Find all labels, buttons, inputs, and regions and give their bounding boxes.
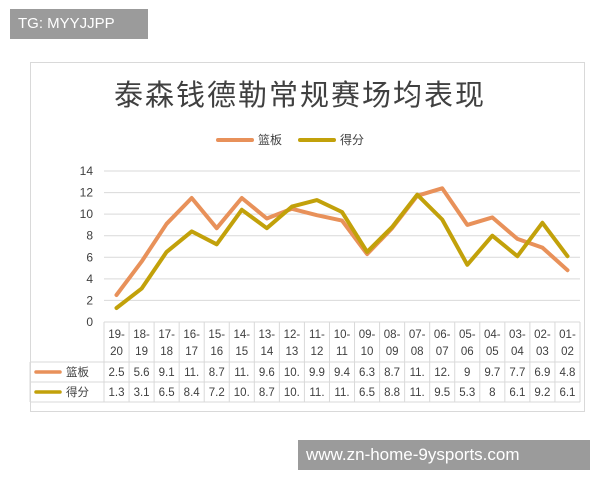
data-label: 1.3 (109, 387, 125, 399)
legend-label: 篮板 (258, 132, 282, 147)
data-label: 6.1 (559, 387, 575, 399)
data-label: 9.5 (434, 387, 450, 399)
data-label: 11. (309, 387, 324, 399)
data-label: 12. (434, 367, 450, 379)
data-label: 9 (464, 367, 470, 379)
x-tick-label: 15 (235, 346, 248, 358)
data-label: 10. (284, 387, 300, 399)
data-label: 11. (410, 367, 425, 379)
data-label: 10. (234, 387, 250, 399)
legend: 篮板 得分 (216, 132, 364, 147)
data-label: 6.5 (159, 387, 175, 399)
y-axis-ticks: 0 2 4 6 8 10 12 14 (80, 164, 94, 329)
x-tick-label: 16- (183, 329, 200, 341)
x-tick-label: 11 (336, 346, 348, 358)
x-tick-label: 19- (108, 329, 125, 341)
x-tick-label: 06- (434, 329, 451, 341)
x-tick-label: 06 (461, 346, 474, 358)
data-label: 9.1 (159, 367, 175, 379)
y-tick-label: 2 (86, 293, 93, 307)
data-label: 6.1 (509, 387, 525, 399)
x-tick-label: 18- (133, 329, 150, 341)
data-label: 4.8 (559, 367, 575, 379)
x-tick-label: 02- (534, 329, 551, 341)
x-tick-label: 10 (361, 346, 374, 358)
x-tick-label: 02 (561, 346, 574, 358)
x-tick-label: 05- (459, 329, 476, 341)
chart-title: 泰森钱德勒常规赛场均表现 (113, 78, 486, 112)
x-tick-label: 12 (311, 346, 324, 358)
data-label: 8.8 (384, 387, 400, 399)
watermark-bottom: www.zn-home-9ysports.com (298, 440, 590, 470)
data-label: 7.2 (209, 387, 225, 399)
x-tick-label: 14- (233, 329, 250, 341)
x-tick-label: 09- (359, 329, 376, 341)
y-tick-label: 14 (80, 164, 94, 178)
y-tick-label: 10 (80, 207, 94, 221)
series-lines (114, 186, 570, 310)
data-label: 11. (410, 387, 425, 399)
x-tick-label: 19 (135, 346, 148, 358)
data-label: 2.5 (109, 367, 125, 379)
legend-label: 得分 (340, 132, 364, 147)
data-label: 3.1 (134, 387, 150, 399)
y-tick-label: 0 (86, 315, 93, 329)
data-label: 5.3 (459, 387, 475, 399)
x-tick-label: 04 (511, 346, 524, 358)
x-tick-label: 11- (309, 329, 325, 341)
x-tick-label: 13- (259, 329, 276, 341)
x-tick-label: 13 (285, 346, 298, 358)
data-label: 8.7 (259, 387, 275, 399)
data-label: 9.7 (484, 367, 500, 379)
x-tick-label: 14 (260, 346, 273, 358)
x-tick-label: 07 (436, 346, 449, 358)
x-tick-label: 17 (185, 346, 198, 358)
data-label: 9.9 (309, 367, 325, 379)
data-label: 8 (489, 387, 495, 399)
y-tick-label: 8 (86, 229, 93, 243)
data-label: 9.2 (534, 387, 550, 399)
x-tick-label: 07- (409, 329, 426, 341)
x-tick-label: 15- (208, 329, 225, 341)
data-label: 6.5 (359, 387, 375, 399)
x-tick-label: 09 (386, 346, 399, 358)
data-label: 8.7 (384, 367, 400, 379)
x-tick-label: 08 (411, 346, 424, 358)
data-label: 10. (284, 367, 300, 379)
y-tick-label: 6 (86, 250, 93, 264)
data-label: 8.7 (209, 367, 225, 379)
series-line-0 (114, 186, 570, 297)
data-label: 11. (334, 387, 349, 399)
x-tick-label: 01- (559, 329, 576, 341)
data-label: 11. (234, 367, 249, 379)
x-tick-label: 16 (210, 346, 223, 358)
watermark-top: TG: MYYJJPP (10, 9, 148, 39)
data-label: 8.4 (184, 387, 201, 399)
x-tick-label: 03 (536, 346, 549, 358)
table-row-label: 篮板 (66, 365, 89, 379)
x-tick-label: 05 (486, 346, 499, 358)
y-tick-label: 12 (80, 186, 94, 200)
table-row-label: 得分 (66, 385, 89, 399)
x-tick-label: 04- (484, 329, 501, 341)
x-tick-label: 10- (334, 329, 351, 341)
x-tick-label: 18 (160, 346, 173, 358)
data-label: 11. (184, 367, 199, 379)
data-label: 7.7 (509, 367, 525, 379)
series-line-1 (114, 192, 570, 310)
x-tick-label: 17- (158, 329, 175, 341)
data-label: 6.3 (359, 367, 375, 379)
data-label: 6.9 (534, 367, 550, 379)
data-label: 9.6 (259, 367, 275, 379)
x-tick-label: 20 (110, 346, 123, 358)
data-label: 5.6 (134, 367, 150, 379)
x-tick-label: 08- (384, 329, 401, 341)
data-label: 9.4 (334, 367, 351, 379)
x-tick-label: 03- (509, 329, 526, 341)
x-tick-label: 12- (284, 329, 301, 341)
data-table: 19- 20 18- 19 17- 18 16- 17 15- 16 14- 15 13- 14 12- 13… (29, 321, 581, 403)
y-tick-label: 4 (86, 272, 93, 286)
